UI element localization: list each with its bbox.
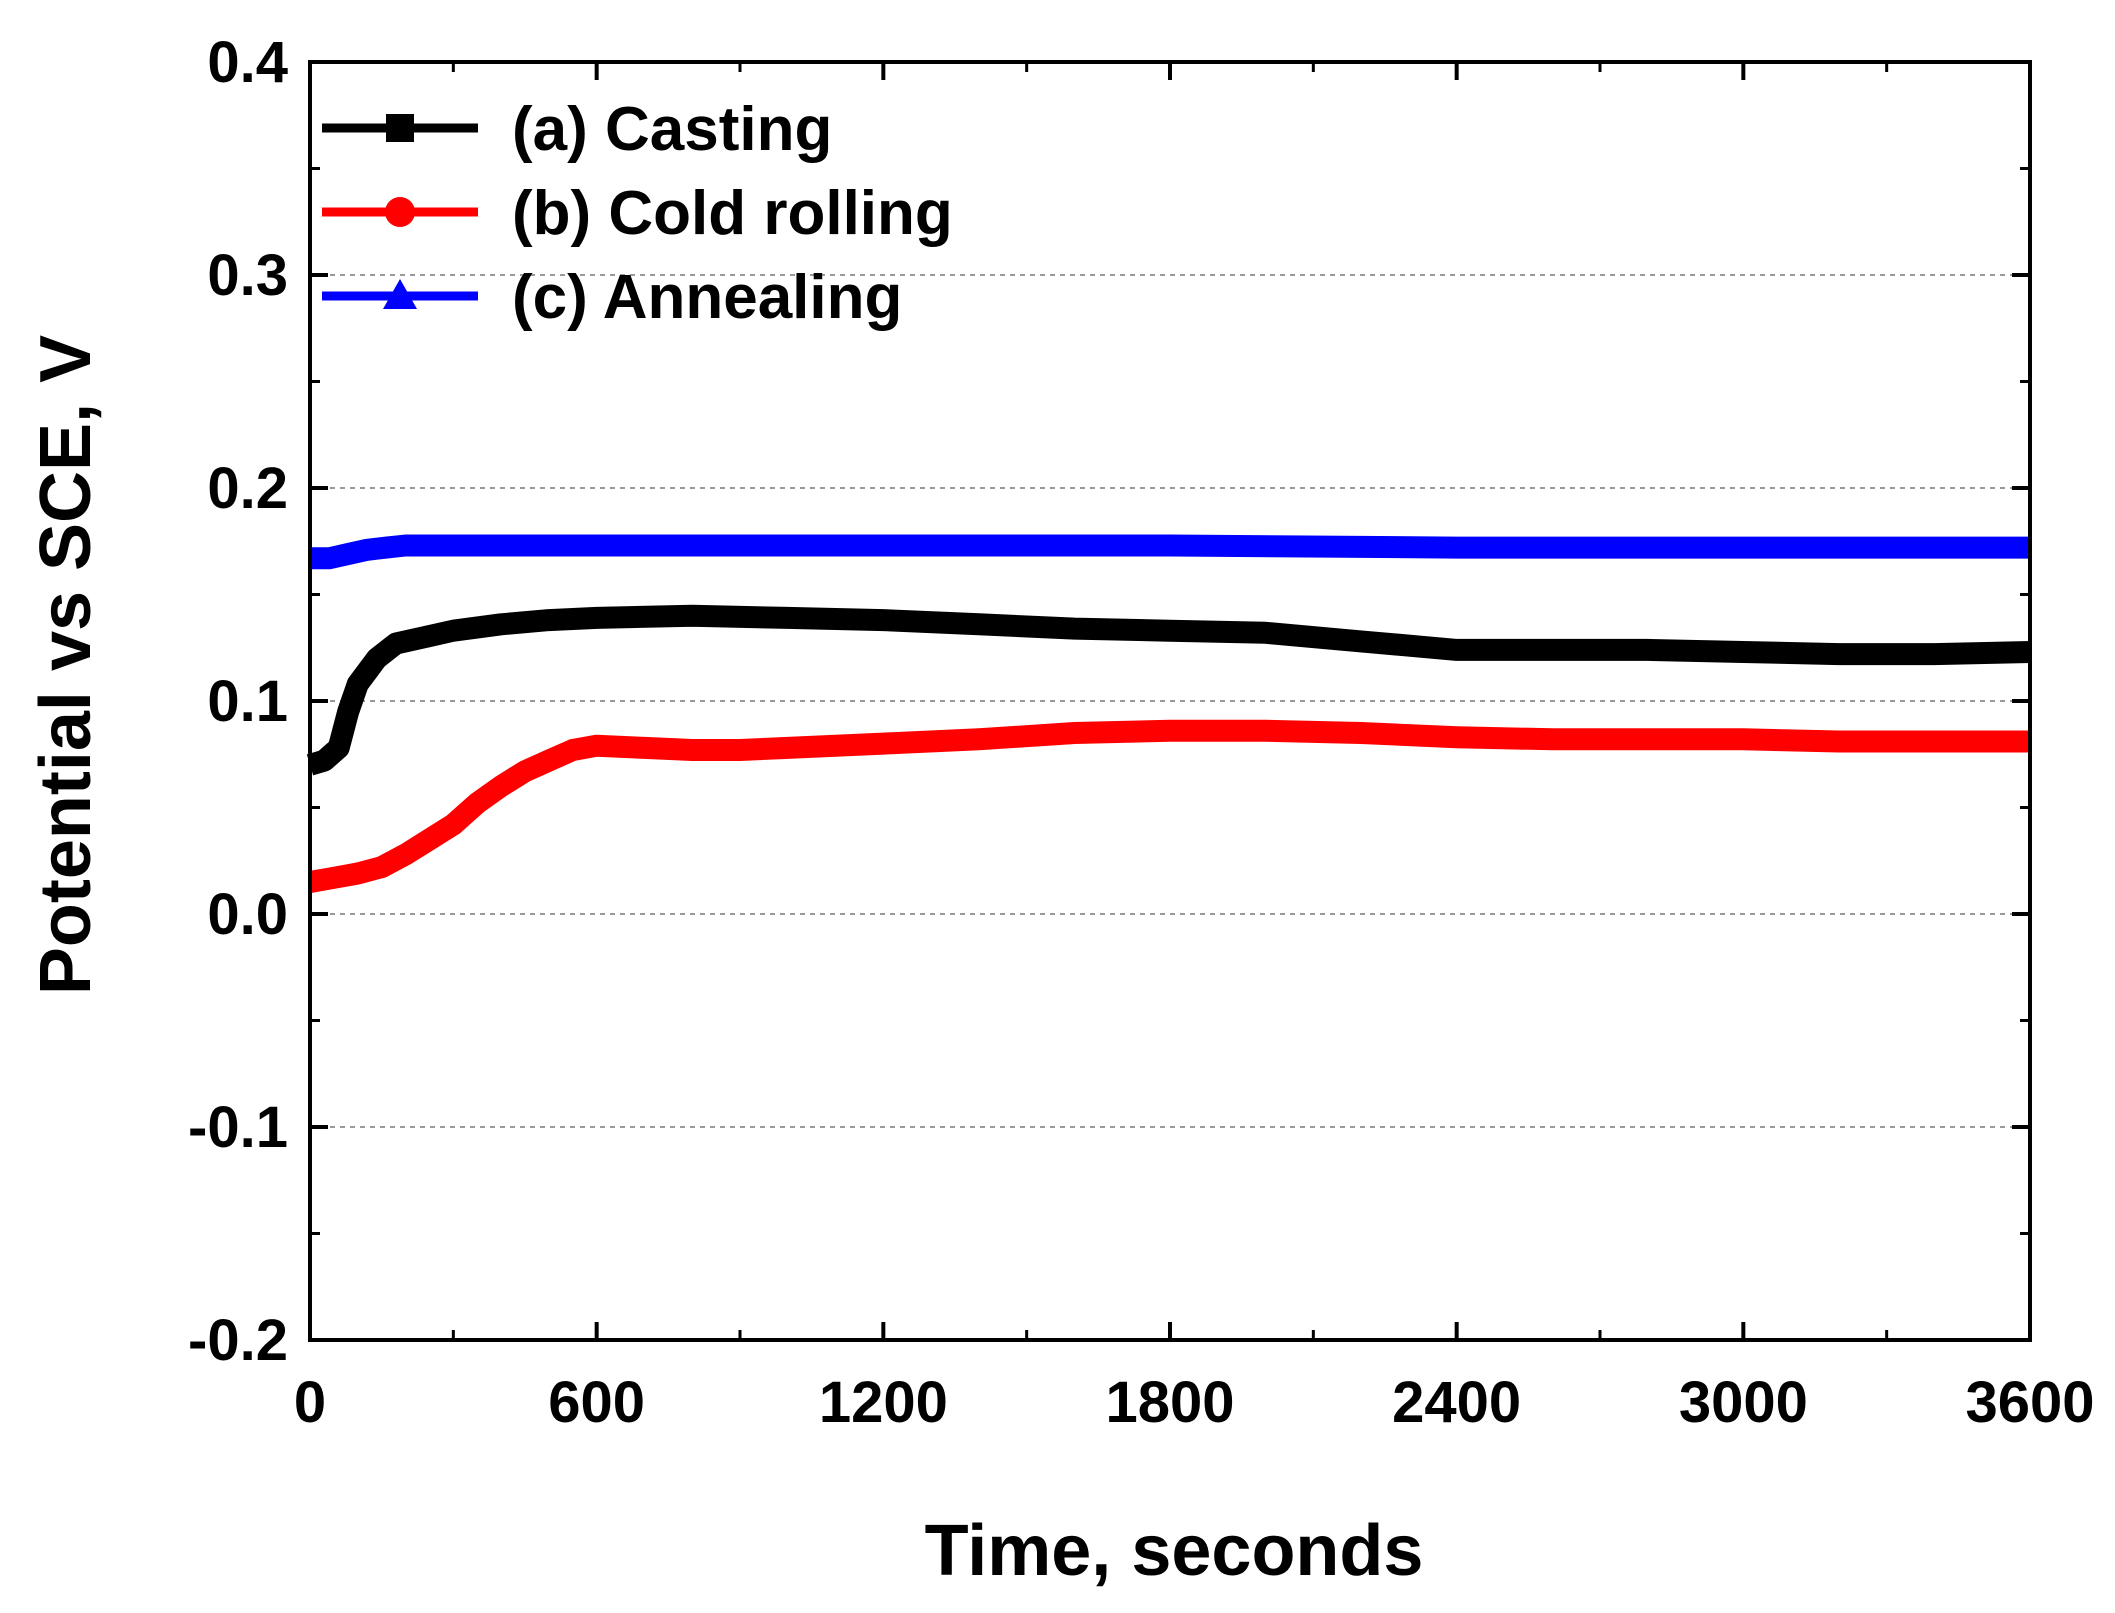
legend-triangle-marker bbox=[383, 279, 417, 309]
y-axis-title: Potential vs SCE, V bbox=[26, 335, 106, 995]
x-tick-label: 3000 bbox=[1679, 1370, 1808, 1435]
series-line-3 bbox=[310, 534, 2030, 570]
legend-square-marker bbox=[386, 114, 414, 142]
legend-label-2: (b) Cold rolling bbox=[512, 179, 953, 248]
y-tick-label: 0.3 bbox=[207, 243, 288, 308]
legend-circle-marker bbox=[385, 197, 415, 227]
legend: (a) Casting (b) Cold rolling (c) Annealing bbox=[322, 95, 953, 332]
series-layer bbox=[306, 534, 2031, 893]
series-line-2 bbox=[308, 719, 2030, 893]
series-line-1 bbox=[306, 604, 2031, 776]
x-axis-title: Time, seconds bbox=[925, 1511, 1424, 1591]
x-tick-label: 2400 bbox=[1392, 1370, 1521, 1435]
y-tick-label: 0.2 bbox=[207, 456, 288, 521]
x-tick-label: 600 bbox=[548, 1370, 645, 1435]
y-tick-label: 0.1 bbox=[207, 669, 288, 734]
x-tick-label: 3600 bbox=[1965, 1370, 2094, 1435]
legend-label-3: (c) Annealing bbox=[512, 263, 902, 332]
y-tick-label: -0.1 bbox=[188, 1095, 288, 1160]
x-tick-label: 0 bbox=[294, 1370, 326, 1435]
x-tick-label: 1800 bbox=[1105, 1370, 1234, 1435]
legend-label-1: (a) Casting bbox=[512, 95, 832, 164]
axes-layer: 0 600 1200 1800 2400 3000 3600 -0.2 -0.1 0.0 0.1 0.… bbox=[188, 30, 2094, 1435]
y-tick-label: 0.4 bbox=[207, 30, 288, 95]
y-tick-label: 0.0 bbox=[207, 882, 288, 947]
grid-layer bbox=[310, 274, 2030, 1128]
y-tick-label: -0.2 bbox=[188, 1308, 288, 1373]
x-tick-label: 1200 bbox=[819, 1370, 948, 1435]
